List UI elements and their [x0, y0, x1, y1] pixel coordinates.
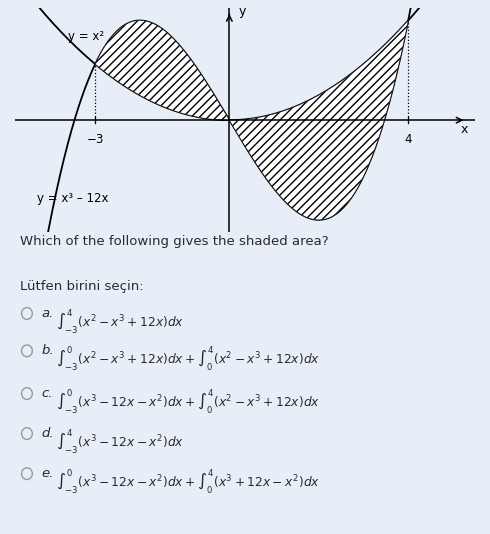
Text: d.: d. [42, 427, 54, 440]
Text: $\mathregular{4}$: $\mathregular{4}$ [404, 132, 413, 146]
Text: y: y [239, 5, 246, 18]
Text: a.: a. [42, 307, 54, 320]
Text: y = x²: y = x² [69, 29, 104, 43]
Text: Lütfen birini seçin:: Lütfen birini seçin: [20, 280, 143, 293]
Text: $\mathregular{-3}$: $\mathregular{-3}$ [86, 132, 104, 146]
Text: $\int_{-3}^{0}(x^3 - 12x - x^2)dx + \int_{0}^{4}(x^3 + 12x - x^2)dx$: $\int_{-3}^{0}(x^3 - 12x - x^2)dx + \int… [56, 467, 320, 496]
Text: $\int_{-3}^{0}(x^2 - x^3 + 12x)dx + \int_{0}^{4}(x^2 - x^3 + 12x)dx$: $\int_{-3}^{0}(x^2 - x^3 + 12x)dx + \int… [56, 344, 320, 373]
Text: $\int_{-3}^{4}(x^3 - 12x - x^2)dx$: $\int_{-3}^{4}(x^3 - 12x - x^2)dx$ [56, 427, 185, 456]
Text: y = x³ – 12x: y = x³ – 12x [37, 192, 109, 205]
Text: $\int_{-3}^{0}(x^3 - 12x - x^2)dx + \int_{0}^{4}(x^2 - x^3 + 12x)dx$: $\int_{-3}^{0}(x^3 - 12x - x^2)dx + \int… [56, 387, 320, 416]
Text: b.: b. [42, 344, 54, 357]
Text: x: x [461, 123, 468, 136]
Text: $\int_{-3}^{4}(x^2 - x^3 + 12x)dx$: $\int_{-3}^{4}(x^2 - x^3 + 12x)dx$ [56, 307, 185, 336]
Text: e.: e. [42, 467, 54, 480]
Text: c.: c. [42, 387, 53, 400]
Text: Which of the following gives the shaded area?: Which of the following gives the shaded … [20, 235, 328, 248]
